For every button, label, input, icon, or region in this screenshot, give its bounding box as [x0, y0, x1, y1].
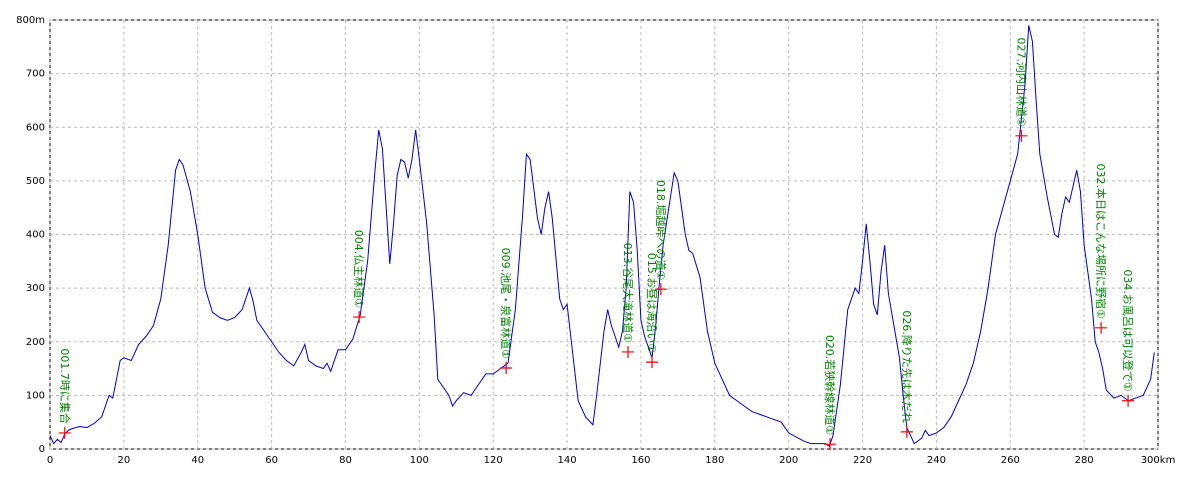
x-tick-label: 100: [410, 455, 429, 466]
waypoint-marker: [1095, 321, 1108, 334]
waypoint-marker: [1015, 129, 1028, 142]
x-tick-label: 60: [265, 455, 278, 466]
x-tick-label: 160: [631, 455, 650, 466]
waypoint-label: 032.本日はこんな場所に野宿①: [1094, 163, 1108, 318]
x-tick-label: 280: [1075, 455, 1094, 466]
y-tick-label: 100: [26, 390, 45, 401]
y-tick-label: 200: [26, 337, 45, 348]
waypoint-label: 020.若狭幹線林道①: [823, 335, 837, 435]
x-tick-label: 220: [853, 455, 872, 466]
waypoint-label: 004.仏主林道①: [352, 230, 366, 308]
waypoint-label: 034.お風呂は可以登で①: [1121, 269, 1135, 391]
waypoint-label: 018.堀越峠への道①: [654, 180, 668, 280]
waypoint-marker: [824, 438, 837, 451]
x-tick-label: 120: [484, 455, 503, 466]
waypoint-label: 013.谷尾大滝林道①: [621, 243, 635, 343]
waypoint-marker: [900, 425, 913, 438]
waypoint-marker: [654, 283, 667, 296]
x-tick-label: 300km: [1141, 455, 1176, 466]
waypoint-label: 015.お昼は海沿い①: [645, 253, 659, 353]
x-tick-label: 180: [705, 455, 724, 466]
y-tick-label: 400: [26, 230, 45, 241]
waypoint-marker: [622, 345, 635, 358]
y-tick-label: 300: [26, 283, 45, 294]
waypoint-label: 009.池尾・泉富林道①: [499, 248, 513, 359]
x-tick-label: 200: [779, 455, 798, 466]
waypoint-marker: [500, 362, 513, 375]
y-tick-label: 800m: [16, 15, 45, 26]
waypoint-marker: [353, 311, 366, 324]
waypoint-label: 001.7時に集合: [58, 348, 72, 424]
x-tick-label: 240: [927, 455, 946, 466]
y-tick-label: 0: [39, 444, 45, 455]
y-tick-label: 700: [26, 69, 45, 80]
y-tick-label: 500: [26, 176, 45, 187]
waypoint-marker: [646, 356, 659, 369]
y-tick-label: 600: [26, 122, 45, 133]
waypoint-marker: [1122, 394, 1135, 407]
x-tick-label: 260: [1001, 455, 1020, 466]
waypoint-marker: [58, 426, 71, 439]
x-tick-label: 40: [191, 455, 204, 466]
elevation-line: [49, 25, 1155, 448]
waypoint-label: 026.降りた先は木だれ: [900, 310, 914, 423]
x-tick-label: 140: [558, 455, 577, 466]
x-tick-label: 20: [117, 455, 130, 466]
waypoint-label: 027.河内山林道①: [1014, 37, 1028, 126]
x-tick-label: 80: [339, 455, 352, 466]
x-tick-label: 0: [47, 455, 53, 466]
